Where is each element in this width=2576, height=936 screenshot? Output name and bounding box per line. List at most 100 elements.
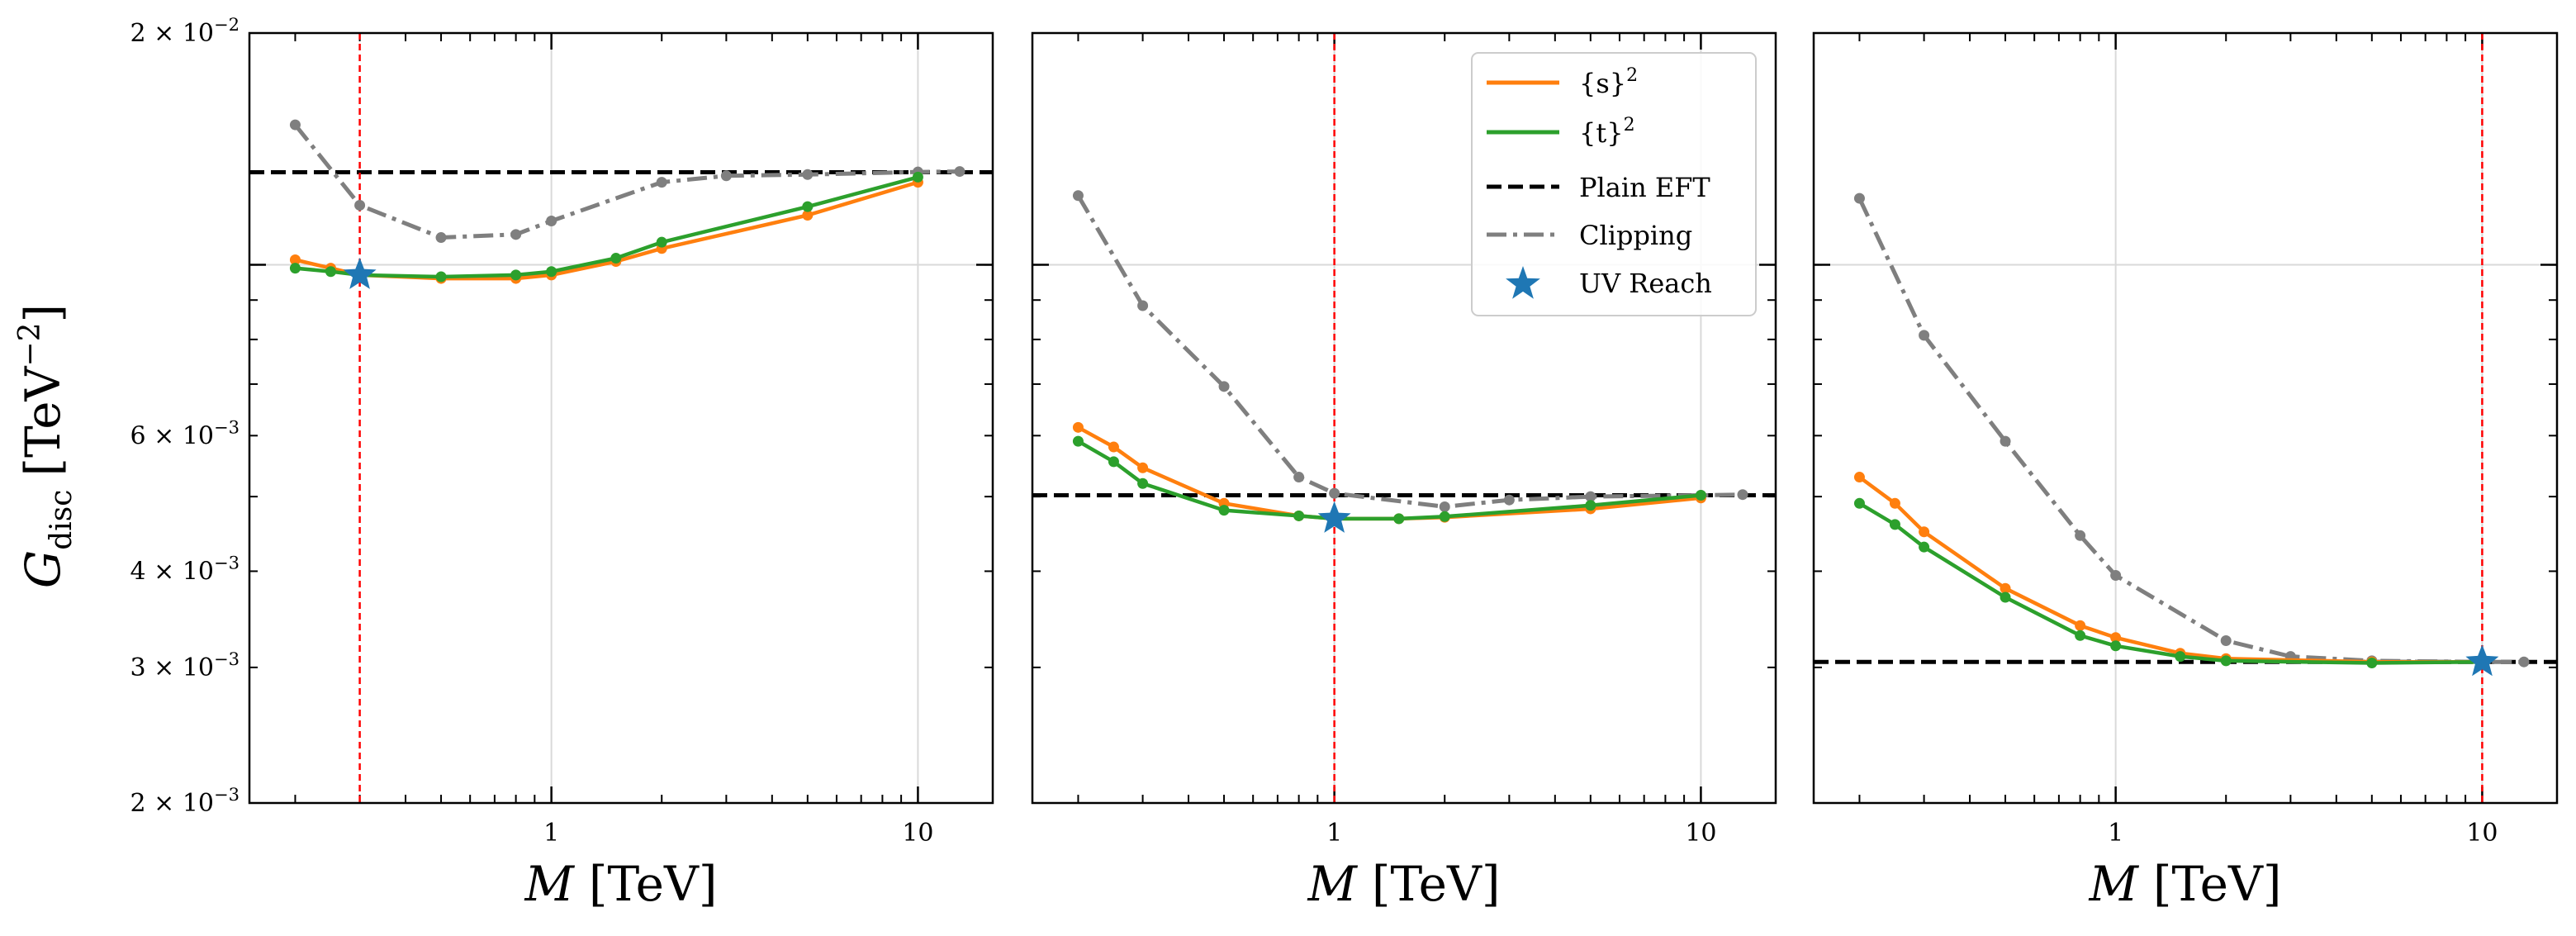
panel-1-ytick-label-exp: −3 xyxy=(214,417,240,437)
panel-2-series-clipping-point xyxy=(1072,190,1084,202)
panel-2-frame xyxy=(1031,31,1777,805)
panel-2-xtick-label: 1 xyxy=(1326,819,1342,848)
legend-frame xyxy=(1471,52,1757,316)
panel-1-series-clipping-point xyxy=(802,169,814,180)
panel-3-frame xyxy=(1812,31,2559,805)
panel-1-series-t2-point xyxy=(802,201,814,212)
panel-3-series-t2-point xyxy=(1919,541,1930,553)
panel-2-series-t2-line xyxy=(1077,439,1701,521)
panel-1-series-clipping-point xyxy=(954,166,965,178)
panel-3-series-s2-point xyxy=(1919,526,1930,538)
panel-2-series-t2-point xyxy=(1293,510,1305,521)
panel-2-series-t2-point xyxy=(1137,478,1149,489)
panel-1-series-t2-point xyxy=(325,266,336,278)
panel-2-series-t2-point xyxy=(1439,511,1450,522)
panel-3-series-clipping-point xyxy=(2110,570,2122,582)
panel-3-series-clipping-point xyxy=(1919,330,1930,341)
panel-1-ytick-label-base: 2 × 10 xyxy=(130,789,214,818)
panel-3-series-s2-line xyxy=(1858,475,2483,664)
panel-3-series-clipping-line xyxy=(1857,197,2524,664)
legend-label-t2: {t}2 xyxy=(1579,115,1635,149)
panel-3: 1 10 xyxy=(1812,31,2559,848)
panel-1-series-clipping-point xyxy=(656,177,667,188)
panel-3-series-clipping-point xyxy=(2075,530,2086,541)
panel-2: 1 10 xyxy=(1031,31,1777,848)
panel-1-series-t2-line xyxy=(295,175,918,279)
panel-2-series-clipping-point xyxy=(1439,501,1450,512)
legend-label-s2: {s}2 xyxy=(1579,65,1638,99)
panel-2-series-t2-point xyxy=(1072,435,1084,447)
panel-1-ytick-label-exp: −3 xyxy=(214,553,240,573)
panel-2-series-t2-point xyxy=(1108,456,1119,468)
panel-2-series-clipping-point xyxy=(1503,494,1515,506)
panel-1-ytick-label-exp: −2 xyxy=(214,15,240,35)
panel-3-series-t2-point xyxy=(2075,630,2086,641)
legend-label-clipping: Clipping xyxy=(1579,220,1692,251)
panel-2-series-t2-point xyxy=(1393,513,1405,525)
panel-1-series-clipping-point xyxy=(546,216,557,227)
panel-2-series-s2-point xyxy=(1108,441,1119,453)
panel-1: 1 102 × 10−33 × 10−34 × 10−36 × 10−32 × 1… xyxy=(130,15,994,848)
panel-1-series-clipping-point xyxy=(435,232,447,244)
panel-3-series-t2-line xyxy=(1858,501,2483,665)
panel-1-series-t2-point xyxy=(289,263,301,274)
panel-3-series-clipping-point xyxy=(2518,656,2530,668)
panel-1-ytick-label: 3 × 10−3 xyxy=(130,649,240,682)
panel-1-ytick-label-base: 2 × 10 xyxy=(130,19,214,48)
panel-2-series-clipping-point xyxy=(1218,381,1230,392)
panel-2-series-clipping-point xyxy=(1137,300,1149,311)
panel-1-series-clipping-point xyxy=(289,119,301,131)
panel-2-series-clipping-point xyxy=(1329,487,1340,499)
panel-1-ytick-label-base: 6 × 10 xyxy=(130,421,214,450)
panel-1-ytick-label: 2 × 10−3 xyxy=(130,785,240,818)
panel-3-series-s2-point xyxy=(1889,497,1900,509)
panel-3-series-clipping-point xyxy=(2000,435,2011,447)
panel-1-ytick-label: 2 × 10−2 xyxy=(130,15,240,48)
panel-1-series-t2-point xyxy=(435,271,447,283)
panel-3-xtick-label: 1 xyxy=(2108,819,2123,848)
panel-2-series-t2-point xyxy=(1585,500,1596,511)
panel-1-series-t2-point xyxy=(510,269,522,281)
panel-1-series-clipping-line xyxy=(293,123,961,240)
panels: 1 102 × 10−33 × 10−34 × 10−36 × 10−32 × 1… xyxy=(130,15,2559,848)
x-axis-label-panel-1: M [TeV] xyxy=(524,856,717,912)
panel-1-uv-reach-star xyxy=(343,257,377,289)
panel-1-series-t2-point xyxy=(610,253,622,264)
panel-1-ytick-label: 4 × 10−3 xyxy=(130,553,240,586)
panel-3-uv-reach-star xyxy=(2465,644,2499,677)
panel-1-series-t2-point xyxy=(546,266,557,278)
panel-1-series-clipping-point xyxy=(720,170,732,182)
panel-3-series-s2-point xyxy=(2075,620,2086,631)
panel-3-series-t2-point xyxy=(1853,497,1865,509)
panel-3-series-s2-point xyxy=(1853,472,1865,483)
panel-3-series-t2-point xyxy=(2000,592,2011,603)
panel-1-ytick-label-base: 4 × 10 xyxy=(130,557,214,586)
panel-2-series-clipping-point xyxy=(1293,472,1305,483)
panel-1-series-clipping-point xyxy=(354,199,366,211)
panel-1-ytick-label: 6 × 10−3 xyxy=(130,417,240,450)
panel-1-series-s2-point xyxy=(802,209,814,221)
panel-1-ytick-label-exp: −3 xyxy=(214,649,240,669)
panel-3-xtick-label: 10 xyxy=(2466,819,2498,848)
legend-swatch-uv-reach-star xyxy=(1506,266,1540,299)
panel-1-ytick-label-exp: −3 xyxy=(214,785,240,805)
panel-3-series-s2-point xyxy=(2000,582,2011,594)
panel-3-series-clipping-point xyxy=(2220,634,2232,646)
panel-3-series-clipping-point xyxy=(1853,192,1865,204)
panel-2-xtick-label: 10 xyxy=(1685,819,1716,848)
x-axis-label-panel-2: M [TeV] xyxy=(1307,856,1500,912)
panel-1-frame xyxy=(248,31,994,805)
panel-1-series-t2-point xyxy=(912,171,923,183)
panel-3-series-t2-point xyxy=(1889,519,1900,530)
panel-2-series-t2-point xyxy=(1695,490,1706,501)
panel-1-series-t2-point xyxy=(656,236,667,248)
legend-label-uv-reach: UV Reach xyxy=(1579,268,1712,299)
panel-1-ytick-label-base: 3 × 10 xyxy=(130,653,214,682)
panel-2-series-clipping-point xyxy=(1585,491,1596,502)
panel-2-series-clipping-line xyxy=(1076,194,1743,509)
panel-3-series-t2-point xyxy=(2366,658,2378,669)
x-axis-label-panel-3: M [TeV] xyxy=(2088,856,2281,912)
panel-1-series-clipping-point xyxy=(510,229,522,240)
panel-2-uv-reach-star xyxy=(1317,501,1351,533)
